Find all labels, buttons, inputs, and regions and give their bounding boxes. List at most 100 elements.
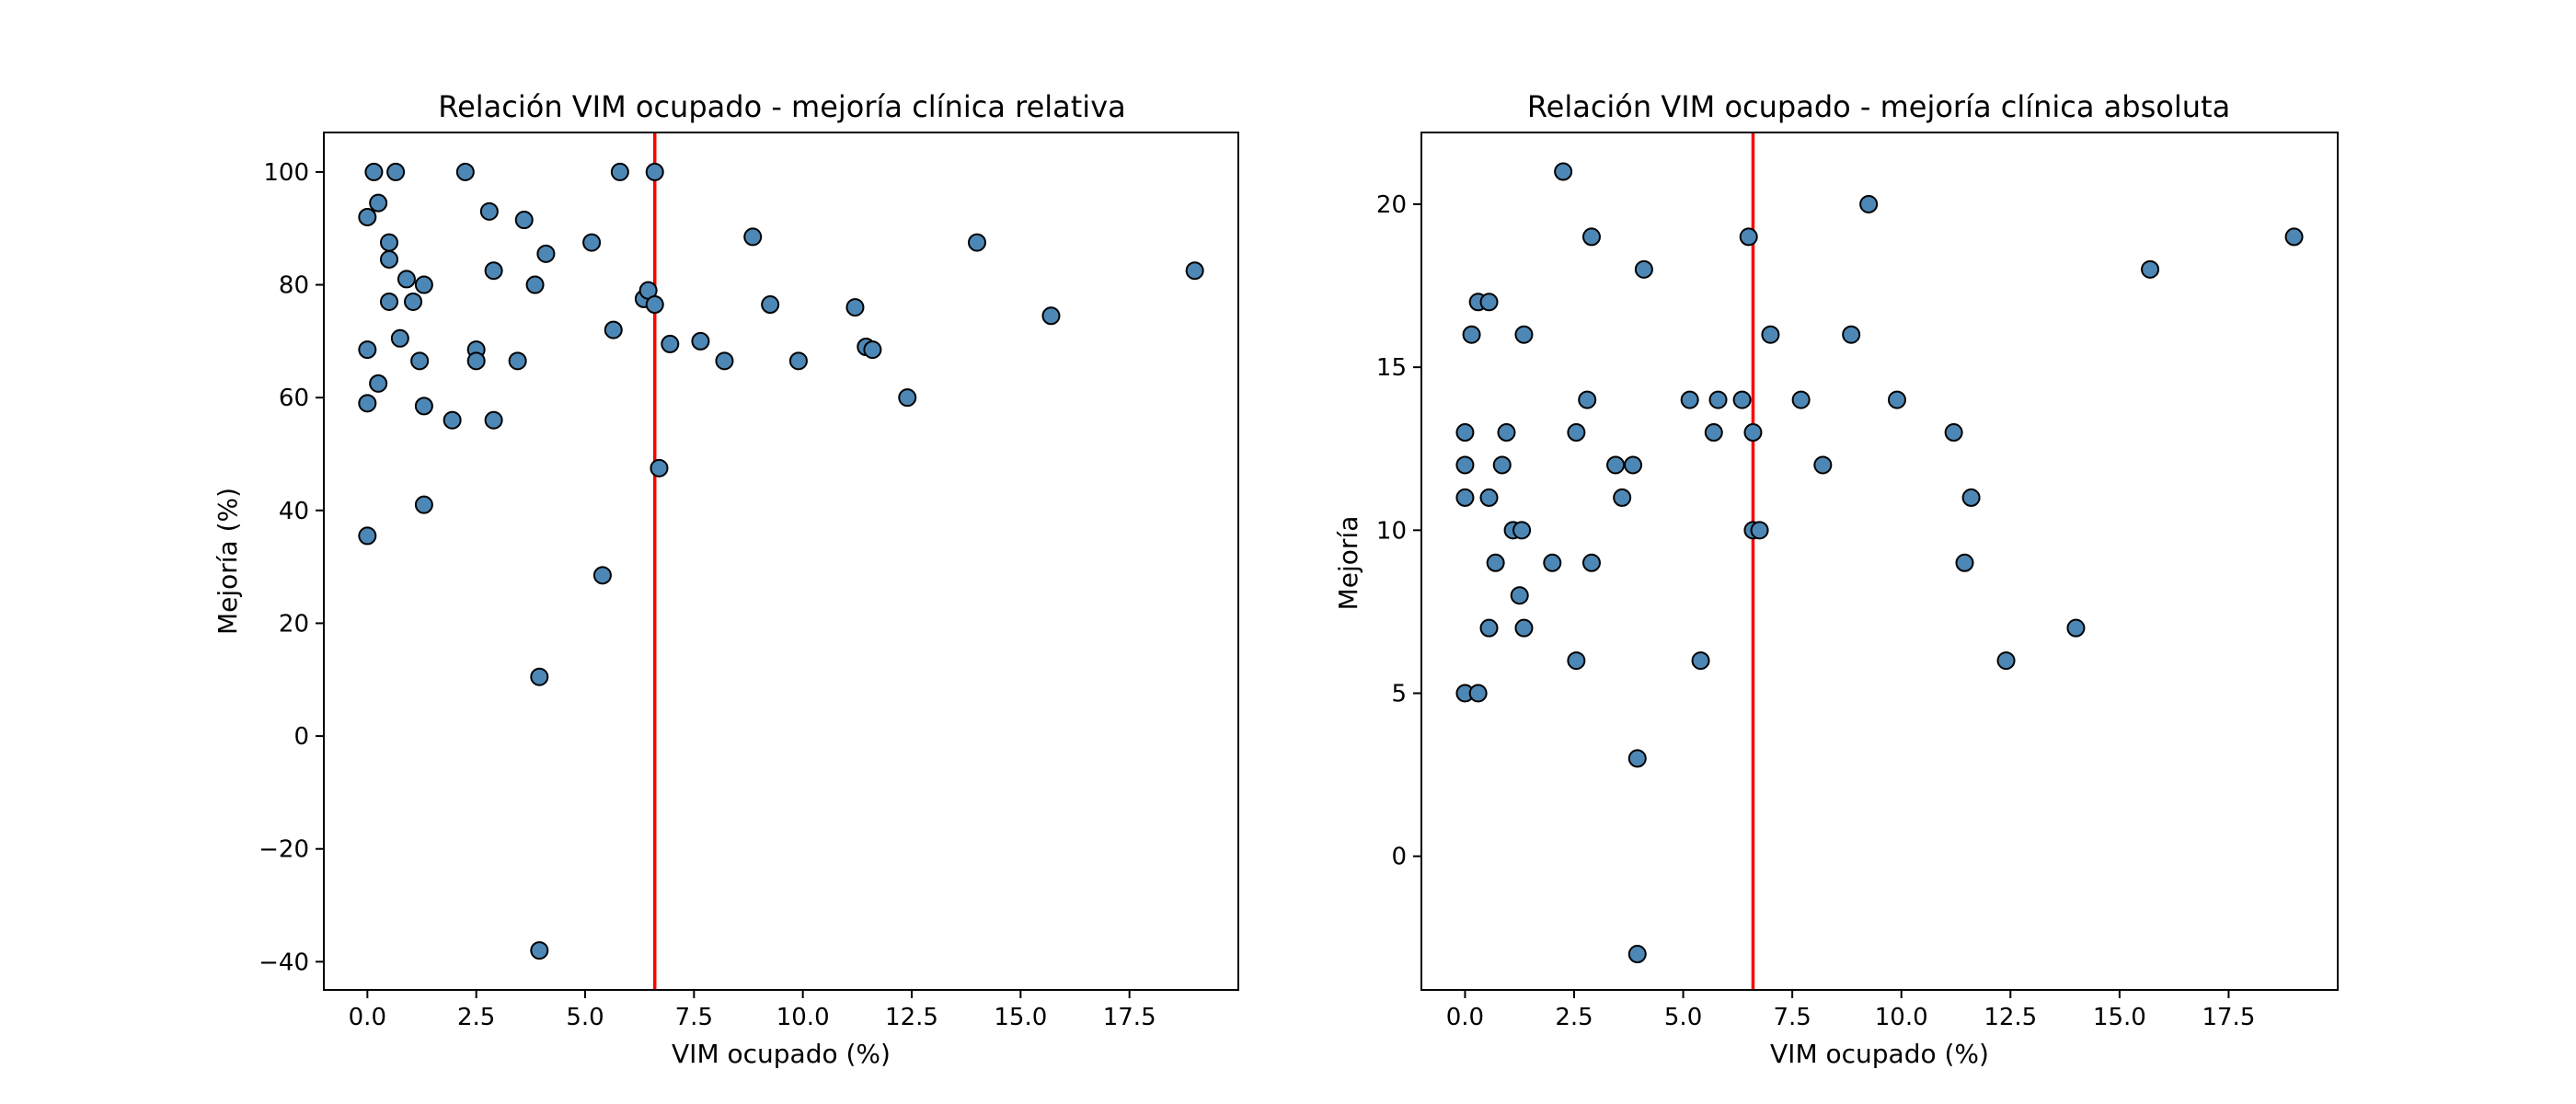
data-point [1455, 455, 1475, 475]
data-point [1691, 651, 1710, 671]
data-point [2141, 259, 2160, 279]
y-tick-label: 80 [279, 272, 309, 300]
data-point [530, 941, 549, 960]
data-point [645, 295, 664, 315]
data-point [1791, 390, 1811, 409]
data-point [1634, 259, 1653, 279]
data-point [380, 249, 398, 269]
data-point [1606, 455, 1626, 475]
x-tick-label: 10.0 [776, 1004, 830, 1031]
data-point [386, 162, 406, 181]
data-point [1492, 455, 1512, 475]
data-point [1581, 553, 1601, 572]
data-point [743, 227, 763, 247]
y-tick-label: 20 [279, 610, 309, 638]
data-point [1510, 586, 1529, 605]
data-point [466, 351, 486, 371]
data-point [358, 340, 377, 360]
data-point [1955, 553, 1974, 572]
data-point [508, 351, 527, 371]
x-tick-label: 10.0 [1875, 1004, 1928, 1031]
x-tick-label: 15.0 [2093, 1004, 2146, 1031]
data-point [863, 340, 882, 360]
y-tick-label: 40 [279, 498, 309, 525]
data-point [358, 526, 377, 546]
y-tick-label: 0 [1391, 844, 1407, 871]
y-axis-label: Mejoría (%) [213, 488, 243, 635]
data-point [1961, 488, 1981, 507]
y-tick-label: −40 [259, 949, 309, 976]
data-point [1479, 618, 1499, 638]
data-point [369, 193, 388, 213]
data-point [1739, 227, 1758, 247]
data-point [898, 388, 917, 408]
data-point [1514, 325, 1534, 344]
x-tick-label: 7.5 [1773, 1004, 1811, 1031]
data-point [1996, 651, 2016, 671]
x-tick-label: 17.5 [1103, 1004, 1156, 1031]
data-point [484, 410, 503, 430]
data-point [1627, 749, 1647, 768]
data-point [364, 162, 384, 181]
data-point [604, 320, 623, 339]
x-tick-label: 0.0 [349, 1004, 386, 1031]
data-point [1512, 521, 1532, 540]
x-axis-label: VIM ocupado (%) [672, 1039, 891, 1069]
y-tick-label: 5 [1391, 681, 1407, 708]
y-tick-label: 15 [1376, 354, 1407, 382]
tick-group: 0.0 2.5 5.0 7.5 10.0 12.5 15.0 17.5 0 5 10 15 20 [1376, 191, 2255, 1031]
data-point [1185, 261, 1204, 281]
data-point [1514, 618, 1534, 638]
data-point [1680, 390, 1699, 409]
data-point [404, 292, 423, 311]
data-point [788, 351, 808, 371]
data-point [761, 295, 780, 315]
data-point [1581, 227, 1601, 247]
data-point [414, 275, 433, 294]
data-point [358, 394, 377, 413]
data-point [1578, 390, 1597, 409]
chart-title: Relación VIM ocupado - mejoría clínica r… [438, 89, 1125, 124]
data-point [715, 351, 734, 371]
x-tick-label: 0.0 [1446, 1004, 1484, 1031]
x-tick-label: 12.5 [885, 1004, 938, 1031]
data-point [1455, 423, 1475, 443]
data-point [1732, 390, 1752, 409]
chart-title: Relación VIM ocupado - mejoría clínica a… [1527, 89, 2230, 124]
data-point [645, 162, 664, 181]
data-point [610, 162, 629, 181]
data-point [1708, 390, 1728, 409]
data-point [1624, 455, 1643, 475]
data-point [397, 270, 416, 289]
data-point [525, 275, 545, 294]
plot-frame [1420, 132, 2339, 991]
data-point [2066, 618, 2086, 638]
data-point [1613, 488, 1632, 507]
data-point [1554, 162, 1573, 181]
data-point [1486, 553, 1505, 572]
data-point [582, 233, 602, 252]
y-tick-label: 20 [1376, 191, 1407, 219]
chart-absolute-improvement: Relación VIM ocupado - mejoría clínica a… [1333, 89, 2339, 1069]
data-point [1750, 521, 1769, 540]
data-point [1627, 945, 1647, 964]
data-point [414, 397, 433, 416]
data-point [1944, 423, 1963, 443]
data-point [1887, 390, 1906, 409]
data-point [390, 328, 409, 348]
points-group [1455, 162, 2304, 964]
data-point [380, 233, 398, 252]
data-point [1743, 423, 1763, 443]
data-point [1859, 194, 1879, 213]
x-tick-label: 15.0 [994, 1004, 1047, 1031]
y-tick-label: 100 [263, 159, 309, 187]
data-point [484, 261, 503, 281]
data-point [592, 566, 612, 585]
tick-group: 0.0 2.5 5.0 7.5 10.0 12.5 15.0 17.5 −40 −20 0 20 40 6… [259, 159, 1156, 1031]
data-point [968, 233, 986, 252]
data-point [455, 162, 475, 181]
data-point [410, 351, 430, 371]
plot-frame [323, 132, 1239, 991]
data-point [691, 331, 710, 351]
